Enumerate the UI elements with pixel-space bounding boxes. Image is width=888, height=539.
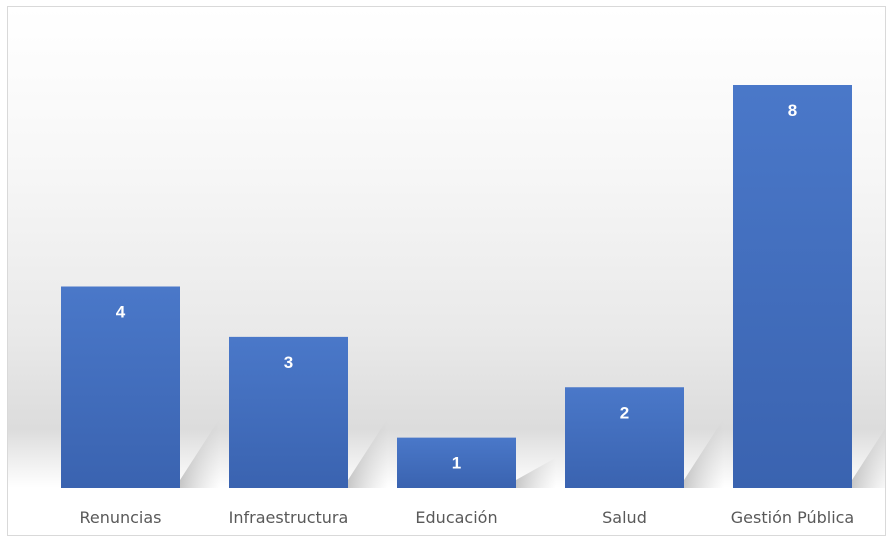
category-label: Educación bbox=[415, 508, 497, 527]
category-label: Infraestructura bbox=[229, 508, 349, 527]
data-label: 3 bbox=[284, 353, 293, 372]
bar-salud bbox=[565, 387, 684, 488]
category-label: Gestión Pública bbox=[731, 508, 854, 527]
category-label: Renuncias bbox=[79, 508, 161, 527]
bar-shadow bbox=[684, 418, 724, 488]
data-label: 8 bbox=[788, 101, 797, 120]
chart-area: 4 3 1 2 8 Renuncias Infraestructura Educación S… bbox=[7, 6, 886, 536]
bar-educaci-n bbox=[397, 437, 516, 488]
bar-shadow bbox=[348, 418, 388, 488]
bar-chart: 4 3 1 2 8 Renuncias Infraestructura Educación S… bbox=[61, 85, 885, 527]
bar-shadow bbox=[180, 418, 220, 488]
bar-shadow bbox=[516, 457, 556, 488]
bar-shadow bbox=[852, 428, 885, 488]
data-label: 4 bbox=[116, 303, 126, 322]
category-label: Salud bbox=[602, 508, 647, 527]
data-label: 2 bbox=[620, 403, 629, 422]
data-label: 1 bbox=[452, 454, 461, 473]
bar-infraestructura bbox=[229, 336, 348, 488]
bar-renuncias bbox=[61, 286, 180, 488]
bar-gesti-n-p-blica bbox=[733, 85, 852, 488]
